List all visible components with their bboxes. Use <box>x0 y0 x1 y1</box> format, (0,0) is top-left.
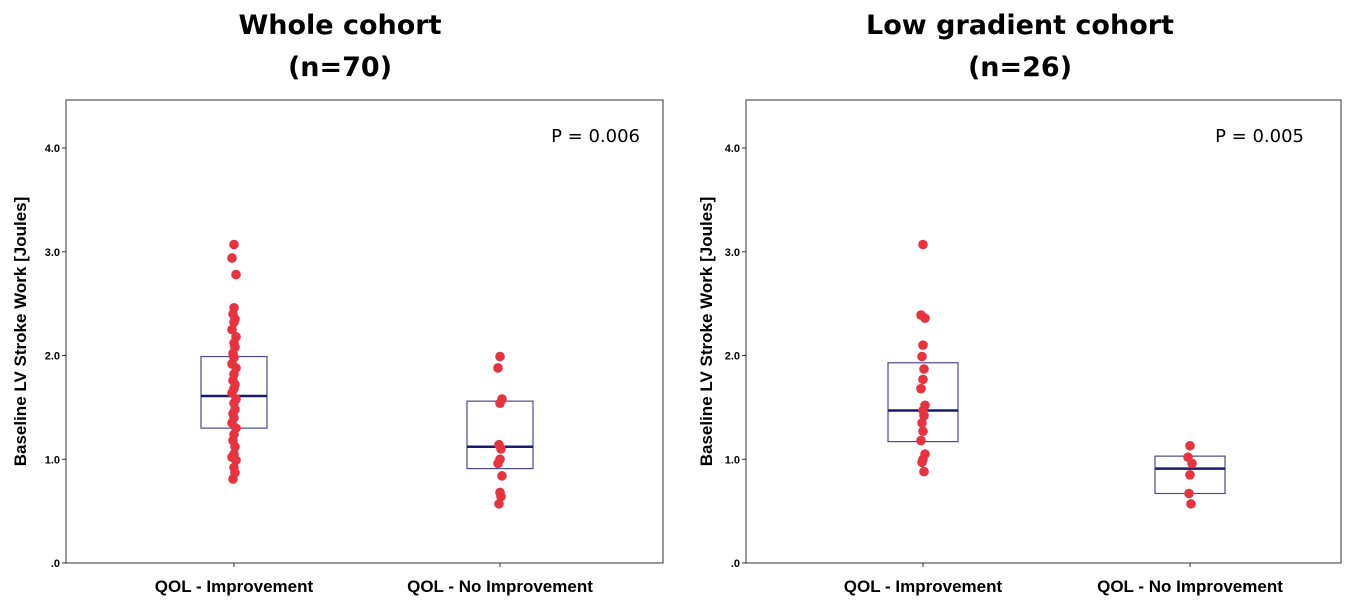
data-point <box>919 364 929 374</box>
chart-title: Whole cohort <box>238 10 442 41</box>
y-tick-label: 3.0 <box>45 247 60 259</box>
data-point <box>497 471 507 481</box>
y-tick-label: 4.0 <box>725 143 740 155</box>
data-point <box>1185 440 1195 451</box>
x-category-label: QOL - No Improvement <box>407 577 593 596</box>
chart-panel-whole-cohort: Whole cohort (n=70) .0 1.0 2.0 3.0 4.0 QOL - … <box>0 0 680 601</box>
data-point <box>919 410 929 421</box>
data-point <box>227 253 237 263</box>
chart-plot-low-gradient-cohort: .0 1.0 2.0 3.0 4.0 QOL - Improvement QOL - No … <box>697 99 1342 596</box>
data-point <box>917 351 927 362</box>
data-point <box>231 455 241 466</box>
x-category-label: QOL - Improvement <box>844 577 1003 596</box>
y-tick-label: .0 <box>51 558 60 570</box>
data-point <box>918 239 928 250</box>
x-category-label: QOL - Improvement <box>155 577 314 596</box>
y-axis-label: Baseline LV Stroke Work [Joules] <box>697 197 716 467</box>
p-value-annotation: P = 0.006 <box>551 126 640 147</box>
data-point <box>918 426 928 437</box>
y-tick-label: 1.0 <box>725 454 740 466</box>
data-point <box>493 363 503 373</box>
chart-subtitle: (n=70) <box>287 52 393 83</box>
data-point <box>496 491 506 502</box>
chart-subtitle: (n=26) <box>967 52 1073 83</box>
chart-panel-low-gradient-cohort: Low gradient cohort (n=26) .0 1.0 2.0 3.0 4.… <box>680 0 1360 601</box>
data-point <box>919 466 929 477</box>
data-point <box>231 269 241 280</box>
p-value-annotation: P = 0.005 <box>1215 126 1304 147</box>
data-point <box>916 435 926 446</box>
y-tick-label: 3.0 <box>725 247 740 259</box>
data-point <box>229 317 239 328</box>
data-point <box>916 383 926 394</box>
x-category-label: QOL - No Improvement <box>1097 577 1283 596</box>
y-tick-label: .0 <box>731 558 740 570</box>
data-point <box>227 324 237 335</box>
y-tick-label: 1.0 <box>45 454 60 466</box>
data-point <box>229 239 239 250</box>
data-point <box>494 499 504 509</box>
data-point <box>918 374 928 385</box>
data-point <box>495 398 505 409</box>
data-point <box>917 457 927 468</box>
data-point <box>1187 458 1197 469</box>
y-tick-label: 4.0 <box>45 143 60 155</box>
y-tick-label: 2.0 <box>45 351 60 363</box>
data-point <box>918 340 928 350</box>
y-tick-label: 2.0 <box>725 351 740 363</box>
data-point <box>495 351 505 362</box>
chart-plot-whole-cohort: .0 1.0 2.0 3.0 4.0 QOL - Improvement QOL - No … <box>11 99 664 596</box>
chart-title: Low gradient cohort <box>866 10 1174 41</box>
y-axis-label: Baseline LV Stroke Work [Joules] <box>11 197 30 467</box>
plot-frame <box>745 99 1342 564</box>
data-point <box>1186 499 1196 509</box>
data-point <box>1184 488 1194 499</box>
data-point <box>228 474 238 484</box>
data-point <box>496 444 506 454</box>
data-point <box>917 418 927 428</box>
plot-frame <box>65 99 664 564</box>
data-point <box>1185 470 1195 480</box>
data-point <box>920 313 930 323</box>
data-point <box>493 458 503 469</box>
data-point <box>230 442 240 452</box>
